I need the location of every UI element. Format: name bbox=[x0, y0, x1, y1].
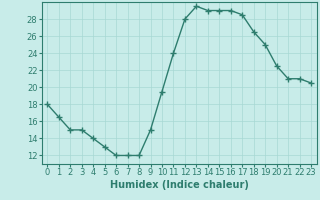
X-axis label: Humidex (Indice chaleur): Humidex (Indice chaleur) bbox=[110, 180, 249, 190]
